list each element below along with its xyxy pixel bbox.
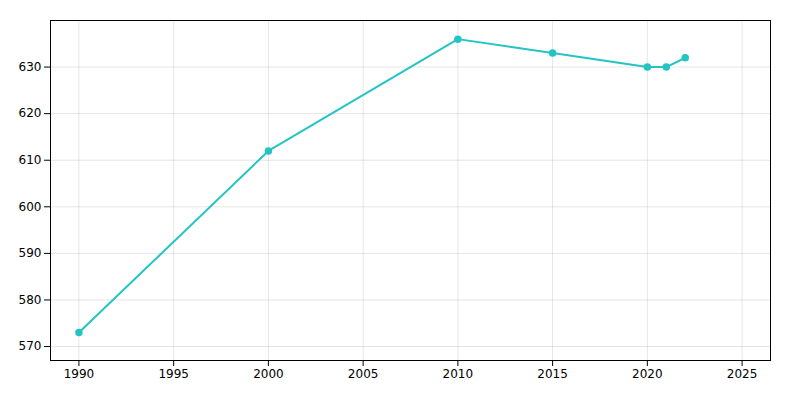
svg-text:580: 580 (19, 293, 42, 307)
svg-text:2015: 2015 (537, 367, 568, 381)
svg-text:2005: 2005 (348, 367, 379, 381)
svg-text:2010: 2010 (443, 367, 474, 381)
svg-text:630: 630 (19, 60, 42, 74)
svg-text:2025: 2025 (727, 367, 758, 381)
svg-text:1995: 1995 (158, 367, 189, 381)
svg-text:610: 610 (19, 153, 42, 167)
svg-text:2000: 2000 (253, 367, 284, 381)
svg-text:2020: 2020 (632, 367, 663, 381)
svg-text:1990: 1990 (64, 367, 95, 381)
svg-text:570: 570 (19, 339, 42, 353)
svg-text:590: 590 (19, 246, 42, 260)
svg-text:620: 620 (19, 106, 42, 120)
svg-text:600: 600 (19, 200, 42, 214)
